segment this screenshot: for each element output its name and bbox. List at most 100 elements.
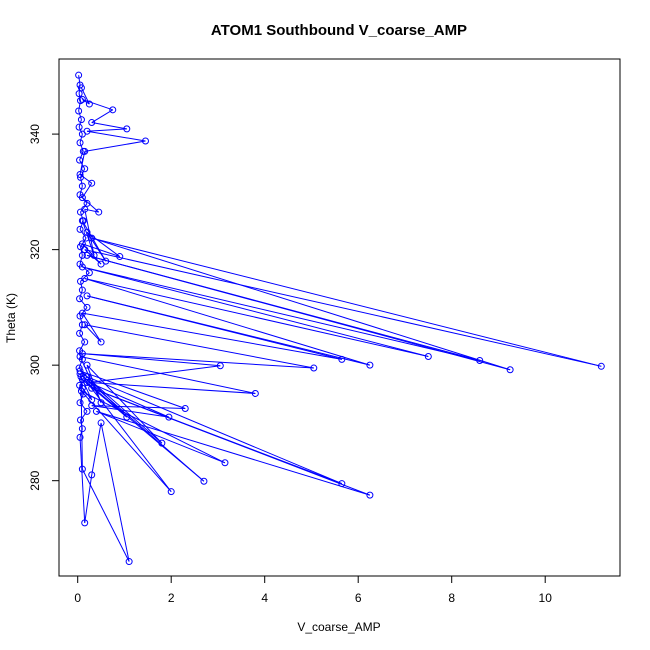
data-point xyxy=(81,147,89,155)
series-segment xyxy=(78,84,81,94)
data-point xyxy=(125,558,133,566)
data-point xyxy=(76,171,84,179)
data-point xyxy=(78,376,86,384)
data-point xyxy=(76,225,84,233)
series-segment xyxy=(82,266,480,362)
series-segment xyxy=(79,298,88,308)
series-segment xyxy=(82,243,120,258)
data-point xyxy=(81,321,89,329)
series-segment xyxy=(84,278,371,366)
data-point xyxy=(77,387,85,395)
data-point xyxy=(75,123,83,131)
y-tick-label: 300 xyxy=(28,355,42,375)
data-point xyxy=(77,84,85,92)
data-point xyxy=(167,488,175,496)
chart-title: ATOM1 Southbound V_coarse_AMP xyxy=(211,22,467,39)
data-point xyxy=(75,90,83,98)
data-point xyxy=(83,251,91,259)
series-points xyxy=(75,71,605,566)
data-point xyxy=(97,338,105,346)
series-segment xyxy=(89,365,221,383)
data-point xyxy=(77,116,85,124)
series-segment xyxy=(78,119,82,128)
x-axis-label: V_coarse_AMP xyxy=(297,620,380,634)
series-segment xyxy=(81,312,102,343)
data-point xyxy=(75,71,83,79)
data-point xyxy=(338,480,346,488)
series-segment xyxy=(82,266,429,357)
series-segment xyxy=(79,437,86,523)
x-tick-label: 2 xyxy=(168,591,175,605)
y-tick-label: 340 xyxy=(28,124,42,144)
data-point xyxy=(95,208,103,216)
series-segment xyxy=(91,237,602,367)
series-segment xyxy=(78,75,81,86)
data-point xyxy=(78,263,86,271)
data-point xyxy=(141,137,149,145)
series-segment xyxy=(86,295,371,366)
series-segment xyxy=(79,370,186,409)
series-segment xyxy=(86,364,163,444)
data-point xyxy=(310,364,318,372)
series-segment xyxy=(79,229,87,239)
data-point xyxy=(78,384,86,392)
data-point xyxy=(76,329,84,337)
data-point xyxy=(77,173,85,181)
data-point xyxy=(81,275,89,283)
data-point xyxy=(123,125,131,133)
data-point xyxy=(78,95,86,103)
data-point xyxy=(85,378,93,386)
y-axis: 280 300 320 340 xyxy=(28,124,59,491)
series-segment xyxy=(84,324,102,343)
series-segment xyxy=(84,208,99,213)
x-tick-label: 10 xyxy=(539,591,553,605)
data-point xyxy=(221,459,229,467)
series-segment xyxy=(79,341,86,351)
data-point xyxy=(88,179,96,187)
series-segment xyxy=(86,231,121,257)
data-point xyxy=(88,119,96,127)
data-point xyxy=(83,199,91,207)
series-segment xyxy=(79,255,83,265)
data-point xyxy=(76,139,84,147)
series-segment xyxy=(91,387,343,485)
series-segment xyxy=(86,254,511,371)
data-point xyxy=(88,402,96,410)
data-point xyxy=(116,253,124,261)
data-point xyxy=(83,292,91,300)
data-point xyxy=(76,367,84,375)
data-point xyxy=(78,350,86,358)
data-point xyxy=(216,362,224,370)
series-segment xyxy=(80,281,83,291)
series-segment xyxy=(86,382,205,482)
series-segment xyxy=(87,128,127,132)
data-point xyxy=(78,465,86,473)
data-point xyxy=(123,413,131,421)
data-point xyxy=(251,389,259,397)
series-lines xyxy=(78,75,602,562)
series-segment xyxy=(86,130,146,142)
series-segment xyxy=(78,100,81,112)
data-point xyxy=(97,419,105,427)
series-segment xyxy=(84,324,314,369)
data-point xyxy=(76,156,84,164)
data-point xyxy=(81,519,89,527)
data-point xyxy=(78,217,86,225)
data-point xyxy=(597,362,605,370)
data-point xyxy=(88,234,96,242)
series-segment xyxy=(81,390,226,464)
series-segment xyxy=(79,142,84,152)
series-segment xyxy=(81,220,95,256)
x-axis: 0 2 4 6 8 10 xyxy=(74,576,552,605)
data-point xyxy=(506,366,514,374)
data-point xyxy=(78,321,86,329)
data-point xyxy=(109,106,117,114)
data-point xyxy=(97,399,105,407)
data-point xyxy=(92,407,100,415)
series-segment xyxy=(91,122,127,130)
series-segment xyxy=(79,151,84,161)
data-point xyxy=(85,100,93,108)
series-segment xyxy=(89,381,256,394)
data-point xyxy=(76,399,84,407)
